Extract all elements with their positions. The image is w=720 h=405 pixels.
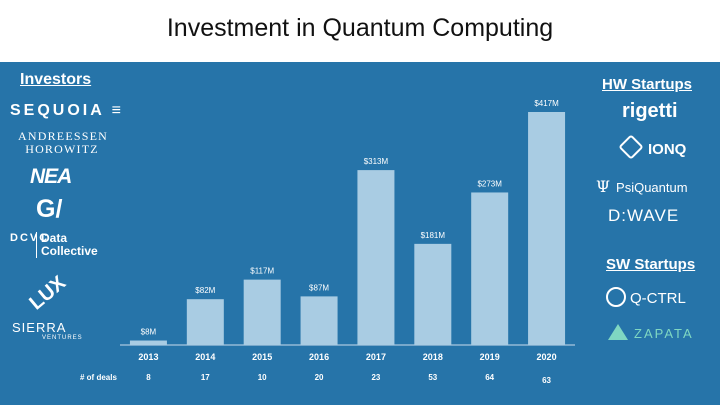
deals-count-2017: 23 — [371, 373, 380, 382]
bar-2018 — [414, 243, 452, 345]
psiquantum-logo: Ψ PsiQuantum — [596, 177, 688, 196]
bar-2019 — [471, 192, 509, 345]
dcvc-line-1: Data — [41, 231, 68, 245]
deals-count-2020: 63 — [542, 376, 551, 385]
investors-heading: Investors — [20, 71, 92, 88]
value-label-2016: $87M — [309, 283, 329, 292]
value-label-2015: $117M — [250, 267, 274, 276]
sierra-sub-text: VENTURES — [42, 335, 83, 341]
deals-count-2016: 20 — [315, 373, 324, 382]
x-tick-2016: 2016 — [309, 352, 329, 362]
dcvc-line-2: Collective — [41, 244, 98, 258]
value-label-2013: $8M — [141, 328, 157, 337]
nea-logo: NEA — [30, 165, 72, 188]
psi-symbol-icon: Ψ — [596, 177, 611, 196]
zapata-logo: ZAPATA — [608, 324, 694, 341]
zapata-text: ZAPATA — [634, 326, 694, 341]
qctrl-logo: Q-CTRL — [606, 287, 686, 307]
qctrl-text: Q-CTRL — [630, 290, 686, 307]
andreessen-horowitz-logo: ANDREESSEN HOROWITZ — [18, 129, 109, 156]
ionq-logo: IONQ — [618, 134, 687, 160]
hw-startups-heading: HW Startups — [602, 76, 692, 93]
deals-count-2014: 17 — [201, 373, 210, 382]
x-tick-2013: 2013 — [138, 352, 158, 362]
slide-title: Investment in Quantum Computing — [166, 14, 554, 42]
bar-2016 — [300, 296, 338, 345]
qctrl-ring-icon — [606, 287, 626, 307]
psiquantum-text: PsiQuantum — [616, 180, 688, 195]
rigetti-logo: rigetti — [622, 100, 678, 122]
a16z-line-1: ANDREESSEN — [18, 129, 109, 143]
dcvc-text: Data Collective — [36, 232, 98, 258]
x-tick-2020: 2020 — [537, 352, 557, 362]
gv-logo: G/ — [36, 195, 63, 223]
bar-2015 — [243, 279, 281, 345]
deals-count-2019: 64 — [485, 373, 494, 382]
bar-2020 — [528, 112, 566, 345]
deals-count-2015: 10 — [258, 373, 267, 382]
zapata-triangle-icon — [608, 324, 628, 340]
bar-2013 — [129, 340, 167, 345]
ionq-text: IONQ — [648, 141, 687, 158]
deals-count-2018: 53 — [428, 373, 437, 382]
sequoia-logo: SEQUOIA ≡ — [10, 102, 124, 119]
dcvc-logo: DCVCData Collective — [10, 232, 98, 258]
x-tick-2015: 2015 — [252, 352, 272, 362]
bar-2017 — [357, 170, 395, 345]
value-label-2018: $181M — [421, 231, 446, 240]
dwave-logo: D:WAVE — [608, 206, 680, 225]
x-tick-2017: 2017 — [366, 352, 386, 362]
sierra-ventures-logo: SIERRA VENTURES — [12, 320, 83, 341]
sw-startups-heading: SW Startups — [606, 256, 696, 273]
bar-2014 — [186, 299, 224, 345]
deals-row-label: # of deals — [80, 373, 117, 382]
a16z-line-2: HOROWITZ — [25, 142, 99, 156]
value-label-2019: $273M — [477, 179, 502, 188]
sierra-text: SIERRA — [12, 320, 67, 335]
investment-bar-chart: # of deals $8M 2013 8 $82M 2014 17 $117M 2015 10 $… — [80, 99, 575, 385]
x-tick-2019: 2019 — [480, 352, 500, 362]
content-panel: Investors SEQUOIA ≡ ANDREESSEN HOROWITZ … — [0, 62, 720, 405]
x-tick-2014: 2014 — [195, 352, 215, 362]
deals-count-2013: 8 — [146, 373, 151, 382]
value-label-2017: $313M — [364, 157, 389, 166]
value-label-2020: $417M — [534, 99, 559, 108]
x-tick-2018: 2018 — [423, 352, 443, 362]
value-label-2014: $82M — [195, 286, 215, 295]
